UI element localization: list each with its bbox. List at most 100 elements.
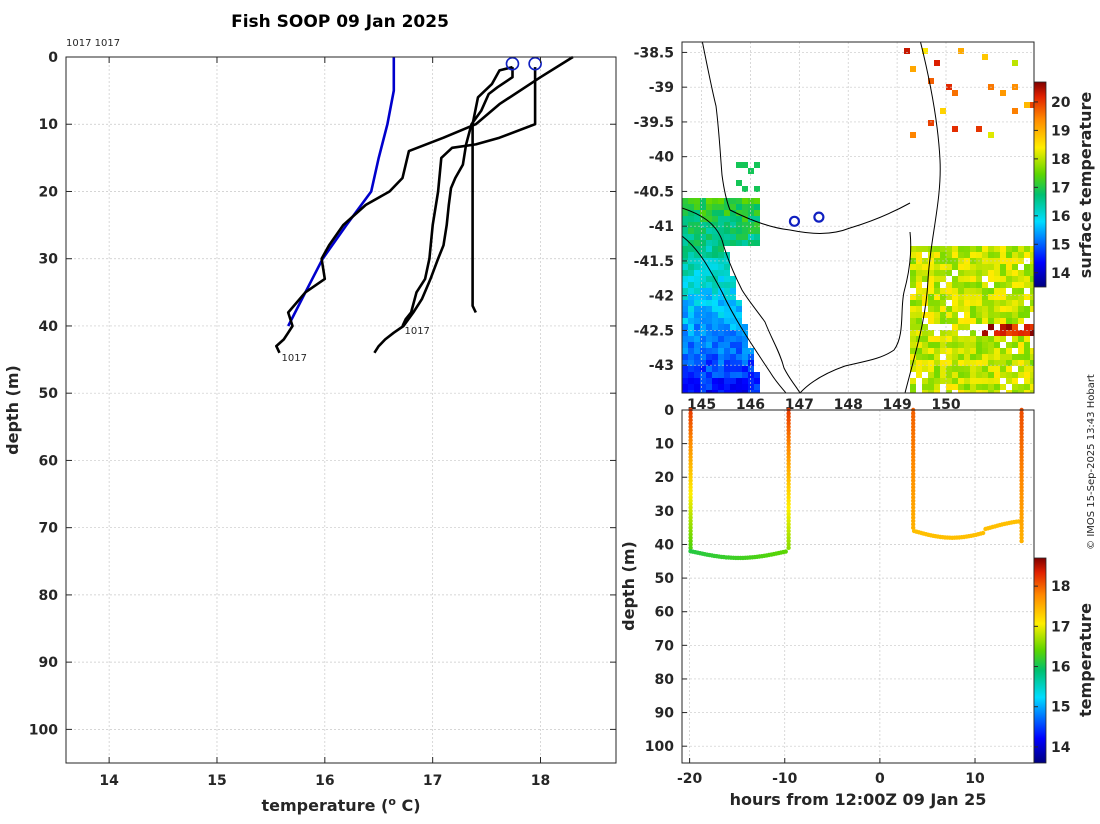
sst-pixel-639 <box>1006 348 1012 354</box>
sst-pixel-217 <box>682 264 688 270</box>
sst-pixel-727 <box>952 366 958 372</box>
sst-pixel-398 <box>928 300 934 306</box>
sst-pixel-747 <box>724 372 730 378</box>
sst-pixel-367 <box>928 294 934 300</box>
sst-pixel-408 <box>994 300 1000 306</box>
sst-pixel-712 <box>706 366 712 372</box>
sst-pixel-614 <box>700 348 706 354</box>
sst-pixel-443 <box>1030 306 1036 312</box>
sst-pixel-12 <box>1000 90 1006 96</box>
sst-pixel-505 <box>706 324 712 330</box>
sst-pixel-226 <box>916 264 922 270</box>
sst-pixel-545 <box>1000 330 1006 336</box>
sst-pixel-261 <box>964 270 970 276</box>
sst-pixel-353 <box>1018 288 1024 294</box>
sst-pixel-170 <box>916 252 922 258</box>
sst-pixel-832 <box>1024 384 1030 390</box>
sst-pixel-313 <box>934 282 940 288</box>
sst-pixel-642 <box>1030 348 1036 354</box>
sst-pixel-670 <box>1006 354 1012 360</box>
sst-pixel-782 <box>742 378 748 384</box>
sst-pixel-833 <box>1030 384 1036 390</box>
sst-pixel-282 <box>910 276 916 282</box>
sst-pixel-270 <box>1018 270 1024 276</box>
sst-pixel-448 <box>706 312 712 318</box>
sst-cbar-label-14: 14 <box>1051 266 1071 282</box>
dt-xtick-label--20: -20 <box>677 771 703 787</box>
sst-pixel-132 <box>754 240 760 246</box>
sst-pixel-816 <box>910 384 916 390</box>
sst-colorbar <box>1034 82 1046 287</box>
sst-pixel-267 <box>1000 270 1006 276</box>
map-ytick-label--41.5: -41.5 <box>634 254 674 270</box>
sst-pixel-770 <box>1024 372 1030 378</box>
profile-end-label-profile-2: 1017 <box>404 326 429 337</box>
sst-pixel-67 <box>754 210 760 216</box>
sst-pixel-783 <box>748 378 754 384</box>
profile-xtick-label-14: 14 <box>99 773 119 789</box>
sst-pixel-66 <box>748 210 754 216</box>
sst-pixel-329 <box>688 288 694 294</box>
sst-pixel-715 <box>724 366 730 372</box>
sst-pixel-58 <box>700 210 706 216</box>
profile-line-reference <box>288 57 394 326</box>
map-xtick-label-150: 150 <box>931 397 960 413</box>
sst-pixel-252 <box>724 270 730 276</box>
sst-pixel-59 <box>706 210 712 216</box>
sst-pixel-227 <box>922 264 928 270</box>
sst-pixel-663 <box>964 354 970 360</box>
sst-pixel-548 <box>1018 330 1024 336</box>
sst-pixel-401 <box>952 300 958 306</box>
sst-pixel-557 <box>718 336 724 342</box>
sst-pixel-504 <box>700 324 706 330</box>
sst-pixel-450 <box>718 312 724 318</box>
sst-pixel-15 <box>940 108 946 114</box>
sst-pixel-164 <box>700 252 706 258</box>
sst-pixel-156 <box>1006 246 1012 252</box>
depth-time-axes-box <box>682 410 1034 763</box>
sst-pixel-142 <box>922 246 928 252</box>
sst-pixel-34 <box>712 198 718 204</box>
sst-pixel-308 <box>724 282 730 288</box>
sst-pixel-77 <box>736 216 742 222</box>
sst-pixel-611 <box>682 348 688 354</box>
sst-pixel-437 <box>994 306 1000 312</box>
sst-pixel-389 <box>706 300 712 306</box>
map-ytick-label--43: -43 <box>649 358 674 374</box>
sst-pixel-257 <box>934 270 940 276</box>
sst-pixel-569 <box>952 336 958 342</box>
sst-pixel-632 <box>964 348 970 354</box>
sst-pixel-276 <box>700 276 706 282</box>
sst-pixel-224 <box>724 264 730 270</box>
profile-ytick-label-30: 30 <box>39 252 59 268</box>
sst-pixel-238 <box>988 264 994 270</box>
sst-pixel-131 <box>748 240 754 246</box>
sst-pixel-767 <box>1006 372 1012 378</box>
sst-pixel-19 <box>976 126 982 132</box>
sst-pixel-528 <box>706 330 712 336</box>
sst-pixel-730 <box>970 366 976 372</box>
sst-pixel-251 <box>718 270 724 276</box>
sst-pixel-175 <box>952 252 958 258</box>
sst-pixel-347 <box>976 288 982 294</box>
sst-pixel-124 <box>706 240 712 246</box>
sst-pixel-606 <box>994 342 1000 348</box>
sst-pixel-668 <box>994 354 1000 360</box>
sst-pixel-233 <box>958 264 964 270</box>
sst-pixel-599 <box>952 342 958 348</box>
sst-pixel-90 <box>736 222 742 228</box>
sst-pixel-533 <box>736 330 742 336</box>
sst-pixel-406 <box>982 300 988 306</box>
sst-pixel-301 <box>682 282 688 288</box>
sst-pixel-231 <box>946 264 952 270</box>
sst-pixel-592 <box>910 342 916 348</box>
sst-pixel-145 <box>940 246 946 252</box>
sst-pixel-790 <box>946 378 952 384</box>
sst-pixel-789 <box>940 378 946 384</box>
sst-pixel-805 <box>694 384 700 390</box>
sst-pixel-388 <box>700 300 706 306</box>
sst-pixel-342 <box>946 288 952 294</box>
sst-pixel-399 <box>934 300 940 306</box>
profile-ticks: 14 15 16 17 180102030405060708090100 <box>29 50 616 789</box>
sst-pixel-797 <box>988 378 994 384</box>
